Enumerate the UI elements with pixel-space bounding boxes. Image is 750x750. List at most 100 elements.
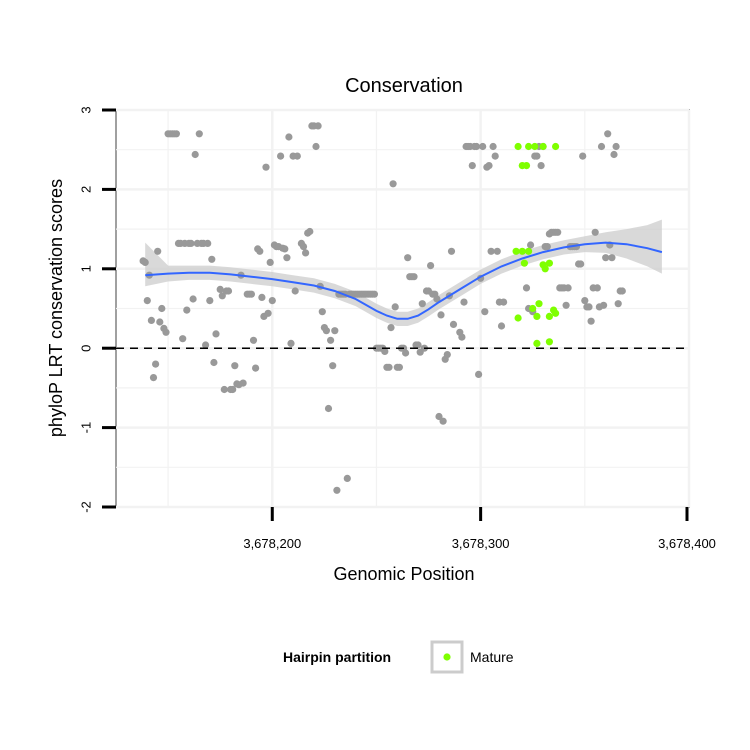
data-point — [468, 162, 476, 170]
data-point — [154, 247, 162, 255]
data-point — [266, 258, 274, 266]
data-point — [395, 363, 403, 371]
data-point — [152, 360, 160, 368]
mature-data-point — [552, 142, 560, 151]
data-point — [327, 336, 335, 344]
data-point — [437, 311, 445, 319]
data-point — [189, 295, 197, 303]
mature-data-point — [514, 142, 522, 151]
data-point — [268, 297, 276, 305]
data-point — [187, 239, 195, 247]
legend-label-mature: Mature — [470, 649, 514, 665]
data-point — [593, 284, 601, 292]
data-point — [410, 273, 418, 281]
data-point — [218, 292, 226, 300]
mature-data-point — [522, 162, 531, 170]
legend-key-mature — [443, 653, 451, 661]
mature-data-point — [518, 247, 526, 255]
mature-data-point — [520, 259, 529, 267]
data-point — [614, 300, 622, 308]
mature-data-point — [533, 312, 541, 320]
data-point — [158, 304, 166, 313]
data-point — [277, 152, 285, 160]
mature-data-point — [545, 259, 554, 267]
mature-data-point — [514, 314, 522, 322]
data-point — [281, 245, 289, 253]
data-point — [479, 142, 487, 151]
data-point — [262, 163, 270, 171]
mature-data-point — [512, 247, 520, 255]
data-point — [256, 247, 264, 255]
data-point — [306, 227, 314, 236]
mature-data-point — [545, 312, 554, 320]
data-point — [481, 308, 489, 316]
y-tick-label: 3 — [78, 106, 93, 113]
legend-title: Hairpin partition — [283, 649, 391, 665]
data-point — [602, 254, 610, 262]
data-point — [460, 298, 468, 306]
data-point — [610, 150, 618, 159]
data-point — [537, 162, 545, 170]
data-point — [302, 249, 310, 257]
x-tick-label: 3,678,200 — [243, 536, 301, 551]
scatter-points — [139, 122, 626, 494]
confidence-band — [145, 219, 662, 326]
mature-data-point — [539, 142, 547, 151]
data-point — [489, 142, 497, 151]
data-point — [577, 260, 585, 268]
data-point — [212, 330, 220, 338]
data-point — [322, 327, 330, 335]
x-tick-label: 3,678,300 — [452, 536, 510, 551]
data-point — [618, 287, 626, 295]
data-point — [500, 298, 508, 306]
data-point — [527, 241, 535, 249]
data-point — [285, 133, 293, 141]
data-point — [600, 301, 608, 309]
data-point — [206, 297, 214, 305]
x-axis: 3,678,200 3,678,300 3,678,400 — [243, 507, 716, 551]
data-point — [585, 303, 593, 311]
data-point — [314, 122, 322, 130]
x-tick-label: 3,678,400 — [658, 536, 716, 551]
chart-title: Conservation — [345, 75, 463, 97]
data-point — [264, 309, 272, 317]
data-point — [299, 243, 308, 251]
data-point — [343, 474, 351, 482]
y-tick-label: 1 — [78, 265, 93, 272]
data-point — [493, 247, 501, 255]
data-point — [239, 379, 247, 387]
y-tick-label: -2 — [78, 501, 93, 513]
y-tick-label: 2 — [78, 186, 93, 193]
data-point — [387, 324, 395, 332]
data-point — [564, 284, 572, 292]
data-point — [435, 412, 443, 421]
data-point — [591, 228, 599, 236]
data-point — [224, 287, 233, 295]
data-point — [389, 180, 397, 188]
data-point — [391, 303, 399, 311]
data-point — [370, 290, 378, 298]
data-point — [597, 142, 606, 151]
data-point — [475, 370, 483, 378]
data-point — [220, 385, 228, 394]
confidence-band-area — [145, 219, 662, 326]
data-point — [147, 316, 155, 324]
data-point — [216, 285, 224, 293]
data-point — [156, 318, 164, 326]
data-point — [283, 254, 291, 262]
data-point — [247, 290, 255, 298]
data-point — [485, 162, 493, 170]
data-point — [439, 417, 447, 425]
data-point — [604, 130, 612, 138]
mature-data-point — [552, 309, 560, 317]
data-point — [287, 339, 295, 347]
data-point — [414, 341, 422, 349]
mature-data-point — [531, 142, 539, 151]
data-point — [587, 317, 595, 325]
data-point — [141, 258, 149, 266]
data-point — [427, 262, 435, 270]
data-point — [447, 247, 456, 255]
data-point — [202, 341, 210, 349]
y-axis-title: phyloP LRT conservation scores — [46, 179, 66, 437]
data-point — [204, 239, 212, 247]
